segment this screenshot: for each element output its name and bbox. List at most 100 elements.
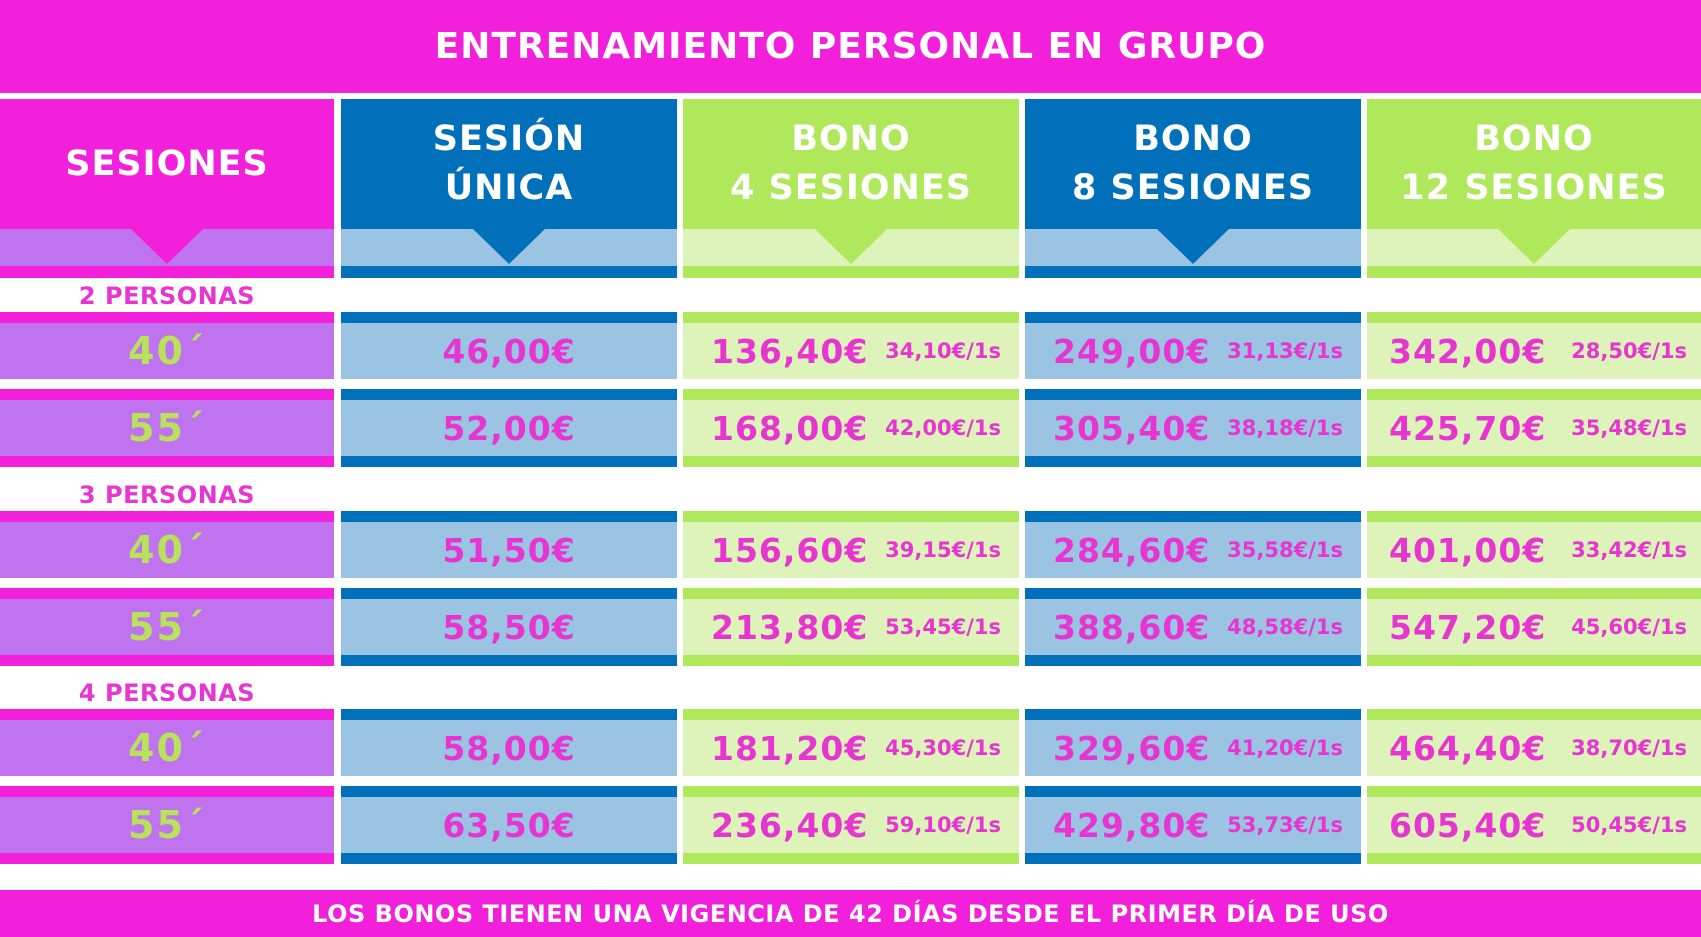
bono-per-session-price: 35,48€/1s (1571, 416, 1687, 440)
bono-per-session-price: 33,42€/1s (1571, 538, 1687, 562)
column-header-line1: BONO (791, 119, 911, 159)
table-cell: 55´ (0, 786, 334, 864)
sessions-column: SESIONES 40´ 55´ 40´ 55´ 40´ 55´ (0, 99, 334, 879)
cell-fill (1025, 720, 1361, 776)
single-session-price: 58,50€ (442, 607, 576, 647)
header-pointer (131, 229, 203, 264)
table-cell: 284,60€ 35,58€/1s (1025, 511, 1361, 589)
cell-fill (1025, 797, 1361, 853)
cell-fill (341, 797, 677, 853)
cell-band-top (341, 511, 677, 522)
table-cell: 46,00€ (341, 312, 677, 390)
single-session-price: 63,50€ (442, 805, 576, 845)
single-session-price: 58,00€ (442, 728, 576, 768)
cell-fill (1367, 797, 1701, 853)
column-header-line2: 4 SESIONES (729, 168, 973, 208)
cell-band-top (0, 511, 334, 522)
single-session-price: 51,50€ (442, 530, 576, 570)
cell-content: 40´ (0, 522, 334, 578)
bono-total-price: 429,80€ (1053, 805, 1211, 845)
cell-content: 425,70€ 35,48€/1s (1367, 400, 1701, 456)
bono-total-price: 168,00€ (711, 408, 869, 448)
cell-content: 236,40€ 59,10€/1s (683, 797, 1019, 853)
single-session-column: SESIÓN ÚNICA 46,00€ 52,00€ 51,50€ 58,50€ 58,00… (341, 99, 677, 879)
bono-total-price: 605,40€ (1389, 805, 1547, 845)
cell-fill (0, 720, 334, 776)
cell-fill (683, 797, 1019, 853)
cell-band-bottom (1367, 456, 1701, 467)
cell-band-top (1025, 389, 1361, 400)
cell-content: 605,40€ 50,45€/1s (1367, 797, 1701, 853)
header-dark-strip (341, 266, 677, 278)
bono-per-session-price: 42,00€/1s (885, 416, 1001, 440)
cell-content: 213,80€ 53,45€/1s (683, 599, 1019, 655)
column-header: BONO 8 SESIONES (1025, 99, 1361, 229)
cell-band-top (1367, 709, 1701, 720)
single-session-price: 46,00€ (442, 331, 576, 371)
cell-content: 40´ (0, 720, 334, 776)
cell-content: 388,60€ 48,58€/1s (1025, 599, 1361, 655)
session-duration: 40´ (128, 726, 206, 770)
cell-content: 429,80€ 53,73€/1s (1025, 797, 1361, 853)
bono-total-price: 136,40€ (711, 331, 869, 371)
column-header-line1: SESIÓN (432, 119, 586, 159)
table-cell: 51,50€ (341, 511, 677, 589)
table-cell: 52,00€ (341, 389, 677, 467)
cell-band-top (683, 588, 1019, 599)
table-cell: 342,00€ 28,50€/1s (1367, 312, 1701, 390)
cell-fill (1025, 400, 1361, 456)
cell-band-top (1367, 588, 1701, 599)
table-cell: 547,20€ 45,60€/1s (1367, 588, 1701, 666)
bono-per-session-price: 53,45€/1s (885, 615, 1001, 639)
cell-fill (683, 599, 1019, 655)
cell-fill (683, 522, 1019, 578)
cell-fill (341, 522, 677, 578)
table-cell: 156,60€ 39,15€/1s (683, 511, 1019, 589)
cell-band-bottom (0, 853, 334, 864)
header-dark-strip (683, 266, 1019, 278)
column-header-line2: 8 SESIONES (1071, 168, 1315, 208)
session-duration: 40´ (128, 329, 206, 373)
column-header-line1: BONO (1474, 119, 1594, 159)
column-header: BONO 4 SESIONES (683, 99, 1019, 229)
header-dark-strip (1367, 266, 1701, 278)
bono-per-session-price: 38,18€/1s (1227, 416, 1343, 440)
bono-total-price: 284,60€ (1053, 530, 1211, 570)
cell-band-bottom (341, 456, 677, 467)
page-title: ENTRENAMIENTO PERSONAL EN GRUPO (0, 0, 1701, 93)
cell-fill (1367, 522, 1701, 578)
cell-band-top (1367, 389, 1701, 400)
cell-content: 40´ (0, 323, 334, 379)
single-session-price: 52,00€ (442, 408, 576, 448)
bono-per-session-price: 35,58€/1s (1227, 538, 1343, 562)
cell-content: 63,50€ (341, 797, 677, 853)
cell-band-bottom (0, 655, 334, 666)
cell-band-top (341, 588, 677, 599)
cell-band-top (1025, 709, 1361, 720)
cell-content: 401,00€ 33,42€/1s (1367, 522, 1701, 578)
session-duration: 55´ (128, 406, 206, 450)
column-header-line2: ÚNICA (444, 168, 574, 208)
bono-total-price: 547,20€ (1389, 607, 1547, 647)
cell-band-top (0, 709, 334, 720)
cell-band-top (683, 389, 1019, 400)
cell-fill (0, 599, 334, 655)
cell-band-top (0, 588, 334, 599)
session-duration: 40´ (128, 528, 206, 572)
cell-fill (341, 599, 677, 655)
table-cell: 168,00€ 42,00€/1s (683, 389, 1019, 467)
table-cell: 40´ (0, 312, 334, 390)
bono-total-price: 464,40€ (1389, 728, 1547, 768)
cell-fill (1025, 522, 1361, 578)
bono-per-session-price: 39,15€/1s (885, 538, 1001, 562)
cell-band-top (0, 312, 334, 323)
bono-total-price: 181,20€ (711, 728, 869, 768)
cell-content: 55´ (0, 797, 334, 853)
cell-content: 58,50€ (341, 599, 677, 655)
column-header-label: SESIONES (65, 143, 269, 184)
bono-total-price: 425,70€ (1389, 408, 1547, 448)
table-cell: 464,40€ 38,70€/1s (1367, 709, 1701, 787)
cell-fill (0, 400, 334, 456)
cell-band-top (1025, 786, 1361, 797)
column-header-line2: 12 SESIONES (1400, 168, 1668, 208)
